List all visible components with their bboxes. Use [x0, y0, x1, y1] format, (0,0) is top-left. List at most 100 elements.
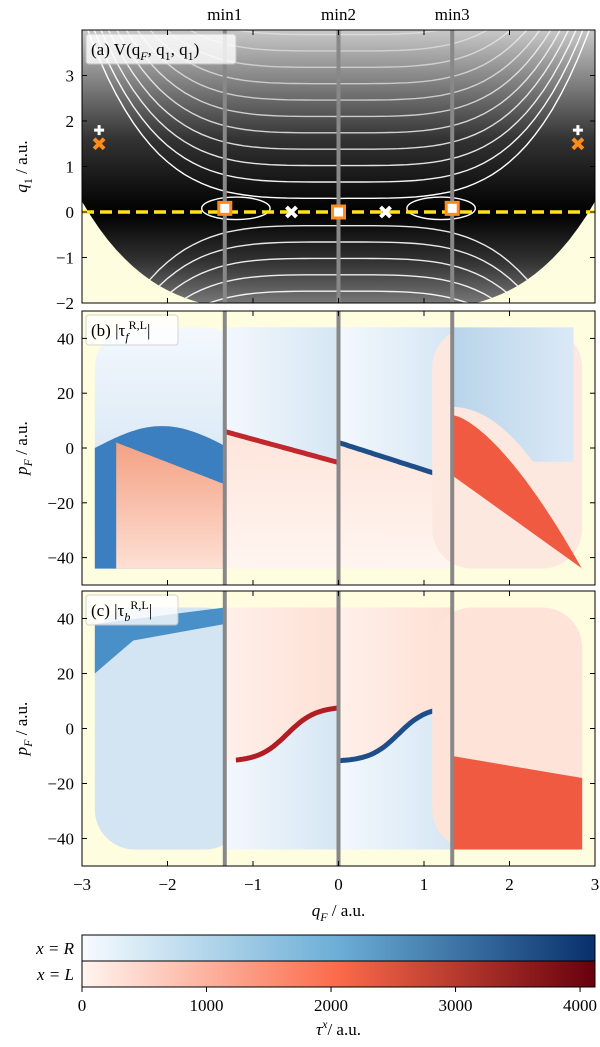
colorbar-row-label: x = L — [36, 965, 74, 984]
colorbar-label-part: / a.u. — [327, 1020, 361, 1039]
colorbar-tick-label: 0 — [78, 996, 87, 1015]
y-tick-label: −40 — [47, 549, 74, 568]
panel-label-part: b — [124, 610, 130, 624]
panel-label-part: R,L — [130, 598, 148, 612]
marker — [444, 200, 460, 216]
colorbar-label: τx/ a.u. — [316, 1017, 361, 1039]
panel-label-part: (a) V(q — [91, 40, 141, 59]
x-axis-label: qF / a.u. — [312, 901, 366, 924]
panel-label-part: , q — [171, 40, 189, 59]
y-tick-label: 20 — [57, 384, 74, 403]
y-tick-label: 0 — [66, 203, 75, 222]
panel-label-part: R,L — [129, 318, 147, 332]
y-axis-label-part: p — [12, 747, 31, 757]
marker — [217, 200, 233, 216]
y-axis-label: q1 / a.u. — [12, 140, 35, 192]
y-tick-label: 2 — [66, 112, 75, 131]
y-tick-label: 1 — [66, 158, 75, 177]
y-tick-label: −20 — [47, 494, 74, 513]
y-axis-label: pF / a.u. — [12, 702, 35, 757]
x-tick-label: −2 — [158, 875, 176, 894]
panel-label-part: | — [147, 321, 150, 340]
panel-label: (a) V(qF, q1, q1) — [91, 40, 199, 63]
plot-area — [82, 591, 595, 866]
x-tick-label: 1 — [420, 875, 429, 894]
label-box — [85, 594, 179, 626]
colorbar-tick-label: 1000 — [190, 996, 224, 1015]
marker — [331, 204, 346, 220]
red-band-4 — [452, 415, 583, 570]
region-2-bottom — [224, 708, 339, 850]
panel-label-part: F — [139, 49, 148, 63]
panel-label-part: , q — [148, 40, 166, 59]
marker — [572, 125, 583, 136]
y-tick-label: 0 — [66, 439, 75, 458]
region-1 — [94, 607, 245, 850]
panel-label: (c) |τbR,L| — [91, 598, 152, 624]
x-axis-label-part: / a.u. — [328, 901, 366, 920]
y-axis-label: pF / a.u. — [12, 421, 35, 476]
y-axis-label-part: / a.u. — [12, 421, 31, 459]
colorbar-label-part: x — [321, 1017, 328, 1031]
y-axis-label-part: 1 — [21, 178, 35, 184]
y-tick-label: 0 — [66, 720, 75, 739]
minimum-label: min2 — [321, 5, 356, 24]
y-tick-label: −40 — [47, 830, 74, 849]
x-tick-label: −3 — [73, 875, 91, 894]
x-tick-label: −1 — [244, 875, 262, 894]
band-2 — [224, 429, 340, 465]
colorbar-row — [81, 960, 596, 988]
panel-label-part: f — [125, 330, 130, 344]
outside-region — [82, 201, 595, 303]
plot-area — [82, 30, 595, 303]
minimum-label: min1 — [207, 5, 242, 24]
blue-region-4 — [452, 327, 574, 462]
panel-label-part: (b) |τ — [91, 321, 125, 340]
x-tick-label: 0 — [334, 875, 343, 894]
label-box — [85, 314, 179, 346]
contour — [200, 196, 271, 221]
marker — [571, 137, 585, 151]
marker — [94, 125, 105, 136]
y-tick-label: 40 — [57, 610, 74, 629]
colorbar-row-label: x = R — [35, 939, 75, 958]
y-tick-label: 40 — [57, 329, 74, 348]
y-tick-label: −20 — [47, 775, 74, 794]
y-axis-label-part: F — [21, 458, 35, 467]
y-axis-label-part: q — [12, 184, 31, 193]
minimum-label: min3 — [435, 5, 470, 24]
plot-area — [82, 311, 595, 585]
marker — [92, 137, 106, 151]
panel-label-part: (c) |τ — [91, 601, 125, 620]
marker — [379, 205, 392, 219]
y-tick-label: 3 — [66, 67, 75, 86]
label-box — [85, 33, 237, 65]
y-tick-label: 20 — [57, 665, 74, 684]
x-axis-label-part: F — [319, 910, 328, 924]
region-3-bottom — [338, 707, 453, 850]
panel-label-part: 1 — [188, 49, 194, 63]
colorbar-row — [81, 934, 596, 962]
x-tick-label: 2 — [505, 875, 514, 894]
marker — [285, 205, 298, 219]
panel-label-part: | — [149, 601, 152, 620]
y-axis-label-part: / a.u. — [12, 140, 31, 178]
panel-label-part: ) — [194, 40, 200, 59]
red-region-1 — [116, 442, 225, 569]
y-tick-label: −1 — [56, 249, 74, 268]
colorbar-tick-label: 4000 — [563, 996, 597, 1015]
colorbar-tick-label: 3000 — [439, 996, 473, 1015]
panel-label-part: 1 — [165, 49, 171, 63]
contour — [406, 196, 476, 221]
colorbar-tick-label: 2000 — [314, 996, 348, 1015]
y-axis-label-part: F — [21, 739, 35, 748]
y-tick-label: −2 — [56, 294, 74, 313]
region-3-top — [338, 327, 453, 481]
x-axis-label-part: q — [312, 901, 321, 920]
region-2-top — [224, 327, 339, 463]
band-2 — [235, 705, 339, 763]
x-tick-label: 3 — [591, 875, 600, 894]
y-axis-label-part: p — [12, 466, 31, 476]
panel-label: (b) |τfR,L| — [91, 318, 150, 344]
